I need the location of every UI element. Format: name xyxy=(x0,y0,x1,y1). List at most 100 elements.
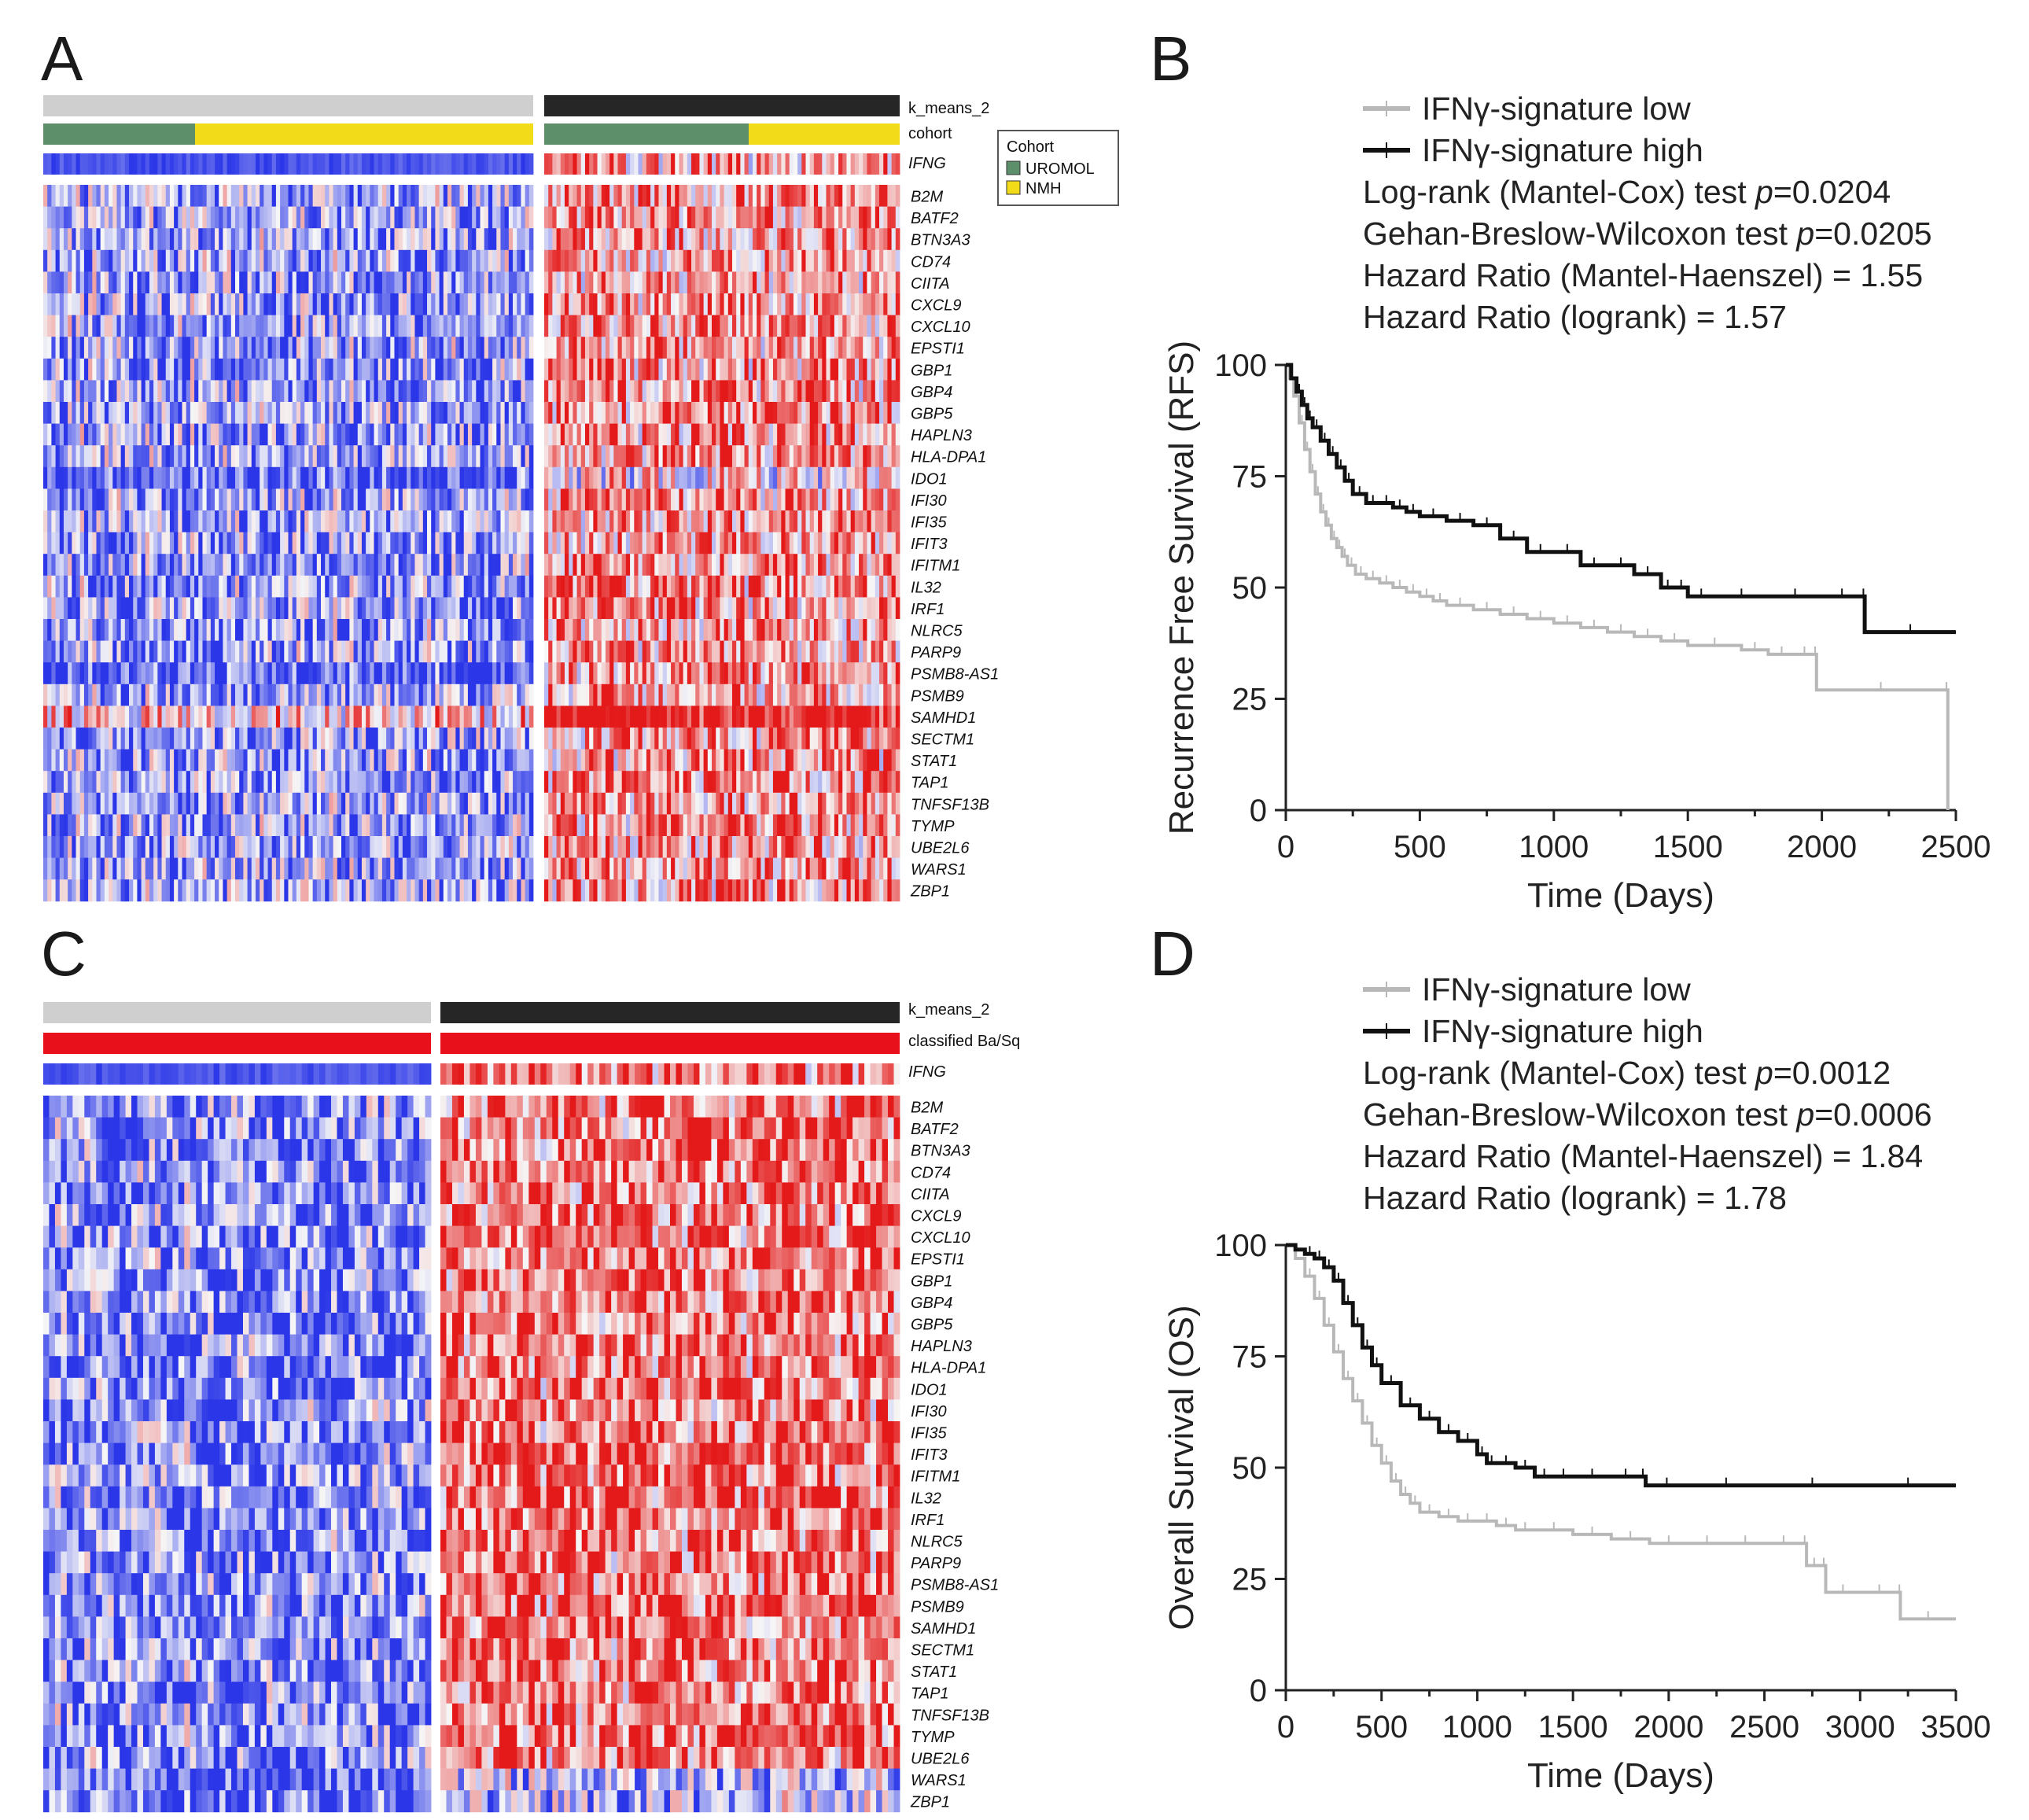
heatmap-cell xyxy=(617,249,623,272)
heatmap-cell xyxy=(230,706,236,728)
heatmap-cell xyxy=(521,879,526,902)
heatmap-cell xyxy=(321,728,326,750)
heatmap-cell xyxy=(202,510,208,532)
heatmap-cell xyxy=(564,792,569,815)
heatmap-cell xyxy=(149,358,154,381)
heatmap-cell xyxy=(333,879,338,902)
heatmap-cell xyxy=(472,271,477,294)
heatmap-cell xyxy=(96,879,101,902)
heatmap-cell xyxy=(51,337,56,359)
heatmap-cell xyxy=(145,792,150,815)
heatmap-cell xyxy=(439,554,444,577)
heatmap-cell xyxy=(215,445,219,468)
heatmap-cell xyxy=(129,706,134,728)
heatmap-cell xyxy=(459,619,465,641)
heatmap-cell xyxy=(255,814,260,837)
heatmap-cell xyxy=(381,814,387,837)
heatmap-cell xyxy=(104,554,109,577)
heatmap-cell xyxy=(345,554,350,577)
heatmap-cell xyxy=(169,554,175,577)
heatmap-cell xyxy=(341,575,346,598)
heatmap-cell xyxy=(593,771,598,794)
heatmap-cell xyxy=(556,293,562,315)
heatmap-cell xyxy=(304,510,309,532)
heatmap-cell xyxy=(288,662,293,685)
heatmap-cell xyxy=(447,575,452,598)
heatmap-cell xyxy=(508,337,514,359)
heatmap-cell xyxy=(381,857,387,880)
heatmap-cell xyxy=(47,554,52,577)
heatmap-cell xyxy=(223,532,228,554)
heatmap-cell xyxy=(178,814,182,837)
heatmap-cell xyxy=(239,814,244,837)
heatmap-cell xyxy=(394,532,400,554)
heatmap-cell xyxy=(455,706,460,728)
heatmap-cell xyxy=(370,771,374,794)
heatmap-cell xyxy=(308,532,314,554)
heatmap-cell xyxy=(447,749,452,772)
heatmap-cell xyxy=(206,228,212,251)
heatmap-cell xyxy=(280,337,285,359)
ifng-cell xyxy=(100,153,105,175)
heatmap-cell xyxy=(145,879,150,902)
heatmap-cell xyxy=(116,814,122,837)
ifng-cell xyxy=(75,153,81,175)
heatmap-cell xyxy=(239,728,244,750)
heatmap-cell xyxy=(366,423,370,446)
heatmap-cell xyxy=(194,510,199,532)
heatmap-cell xyxy=(500,337,506,359)
heatmap-cell xyxy=(394,228,400,251)
heatmap-cell xyxy=(500,206,506,229)
heatmap-cell xyxy=(418,640,424,663)
heatmap-cell xyxy=(210,293,215,315)
heatmap-cell xyxy=(43,597,48,620)
heatmap-cell xyxy=(353,662,359,685)
heatmap-cell xyxy=(597,185,602,207)
heatmap-cell xyxy=(517,728,521,750)
heatmap-cell xyxy=(316,728,322,750)
heatmap-cell xyxy=(63,879,68,902)
heatmap-cell xyxy=(638,532,643,554)
heatmap-cell xyxy=(455,488,460,511)
heatmap-cell xyxy=(165,206,171,229)
heatmap-cell xyxy=(345,185,350,207)
heatmap-cell xyxy=(230,358,236,381)
heatmap-cell xyxy=(569,597,573,620)
heatmap-cell xyxy=(194,337,199,359)
heatmap-cell xyxy=(112,206,117,229)
heatmap-cell xyxy=(247,532,252,554)
heatmap-cell xyxy=(508,728,514,750)
heatmap-cell xyxy=(263,510,268,532)
heatmap-cell xyxy=(617,228,623,251)
heatmap-cell xyxy=(251,792,256,815)
heatmap-cell xyxy=(597,249,602,272)
heatmap-cell xyxy=(402,337,407,359)
heatmap-cell xyxy=(75,185,81,207)
heatmap-cell xyxy=(642,662,647,685)
heatmap-cell xyxy=(463,728,469,750)
heatmap-cell xyxy=(377,879,383,902)
heatmap-cell xyxy=(634,683,639,706)
heatmap-cell xyxy=(124,575,130,598)
heatmap-cell xyxy=(165,466,171,489)
heatmap-cell xyxy=(564,879,569,902)
heatmap-cell xyxy=(149,488,154,511)
heatmap-cell xyxy=(304,249,309,272)
ifng-cell xyxy=(370,153,374,175)
heatmap-cell xyxy=(133,380,138,403)
heatmap-cell xyxy=(560,597,565,620)
heatmap-cell xyxy=(337,771,342,794)
heatmap-cell xyxy=(88,466,93,489)
ifng-cell xyxy=(589,153,594,175)
heatmap-cell xyxy=(569,771,573,794)
heatmap-cell xyxy=(145,337,150,359)
heatmap-cell xyxy=(43,771,48,794)
heatmap-cell xyxy=(308,597,314,620)
heatmap-cell xyxy=(206,293,212,315)
heatmap-cell xyxy=(630,575,635,598)
heatmap-cell xyxy=(194,445,199,468)
heatmap-cell xyxy=(174,532,179,554)
ifng-cell xyxy=(496,153,501,175)
heatmap-cell xyxy=(271,271,277,294)
heatmap-cell xyxy=(149,466,154,489)
